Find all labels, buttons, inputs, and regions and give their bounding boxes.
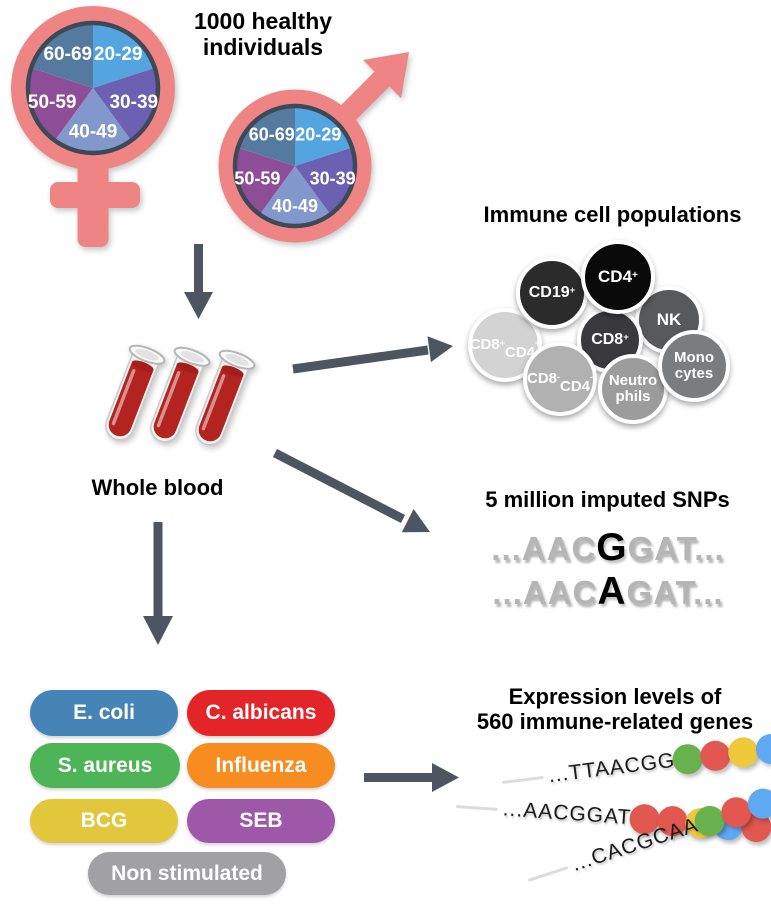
blue-expression-dot (754, 732, 771, 766)
stimulus-pill-non-stimulated: Non stimulated (88, 852, 286, 895)
pie-slice-60-69 (31, 23, 93, 88)
pie-slice-50-59 (28, 67, 93, 141)
diagram-title-line2: individuals (202, 34, 324, 61)
snp-seq2-left: ...AAC (492, 574, 598, 611)
stimulus-pill-e-coli: E. coli (30, 690, 178, 736)
snp-sequence-2: ...AACAGAT... (443, 570, 771, 614)
pie-slice-30-39 (93, 67, 158, 141)
blood-tube (105, 344, 166, 441)
cell-cd4: CD4 + (581, 240, 655, 314)
gene-sequence: ...TTAACGG (547, 748, 677, 788)
female-symbol: 20-29 30-39 40-49 50-59 60-69 (11, 6, 175, 247)
expression-title-line2: 560 immune-related genes (476, 709, 754, 735)
arrow-blood-to-stimuli (143, 522, 173, 645)
male-symbol-arrow-head (363, 52, 409, 98)
snp-seq2-variant: A (597, 570, 627, 613)
age-group-label: 30-39 (109, 92, 158, 113)
yellow-expression-dot (726, 735, 761, 770)
snp-seq2-right: GAT... (626, 574, 724, 611)
dna-strand-line (527, 865, 569, 882)
stimulus-pill-s-aureus: S. aureus (30, 743, 180, 788)
pie-slice-40-49 (259, 166, 331, 226)
age-group-label: 20-29 (94, 44, 143, 65)
gene-sequence: ...AACGGAT (502, 797, 633, 830)
pie-slice-20-29 (295, 106, 353, 166)
stimulus-pill-seb: SEB (187, 799, 335, 843)
pie-border (232, 103, 358, 229)
arrow-stimuli-to-expression (364, 763, 459, 792)
blood-tubes (105, 344, 256, 446)
arrow-individuals-to-blood (184, 244, 213, 319)
snp-sequence-1: ...AACGGAT... (443, 526, 771, 570)
male-age-pie: 20-29 30-39 40-49 50-59 60-69 (232, 103, 358, 229)
immune-section-title: Immune cell populations (483, 202, 742, 227)
age-group-label: 40-49 (272, 196, 318, 216)
age-group-label: 50-59 (28, 92, 77, 113)
red-expression-dot (699, 739, 733, 773)
age-group-label: 30-39 (310, 169, 356, 189)
pie-slice-20-29 (93, 23, 155, 88)
dna-strand-line (501, 775, 544, 784)
whole-blood-label: Whole blood (91, 475, 224, 500)
snp-section-title: 5 million imputed SNPs (485, 487, 730, 512)
cell-neutro-phils: Neutro phils (598, 354, 668, 424)
stimulus-pill-influenza: Influenza (187, 743, 335, 788)
dna-strand-line (455, 804, 499, 811)
stimulus-pill-c-albicans: C. albicans (187, 690, 335, 736)
expression-section-title: Expression levels of 560 immune-related … (460, 684, 770, 735)
pie-slice-30-39 (295, 147, 355, 215)
age-group-label: 60-69 (43, 44, 92, 65)
cell-mono-cytes: Mono cytes (658, 330, 730, 402)
diagram-title: 1000 healthy individuals (183, 8, 343, 61)
cell-cd19: CD19 + (516, 257, 588, 329)
expression-title-line1: Expression levels of (508, 684, 722, 709)
snp-seq1-variant: G (596, 526, 628, 569)
gene-row-1: ...TTAACGG (500, 728, 771, 798)
age-group-label: 20-29 (295, 124, 341, 144)
pie-border (25, 20, 161, 156)
diagram-title-line1: 1000 healthy (193, 8, 333, 34)
arrow-blood-to-snps (272, 449, 430, 533)
pie-slice-40-49 (54, 88, 132, 153)
arrow-blood-to-cells (292, 336, 453, 374)
cell-cd8--cd4-: CD8- CD4- (523, 342, 597, 416)
snp-seq1-left: ...AAC (491, 530, 597, 567)
blood-tube (195, 349, 256, 446)
age-group-label: 50-59 (234, 169, 280, 189)
female-age-pie: 20-29 30-39 40-49 50-59 60-69 (25, 20, 161, 156)
female-symbol-crossbar (50, 182, 140, 208)
pie-slice-50-59 (235, 147, 295, 215)
snp-seq1-right: GAT... (627, 530, 725, 567)
stimulus-pill-bcg: BCG (30, 799, 178, 843)
age-group-label: 60-69 (249, 124, 295, 144)
male-symbol: 20-29 30-39 40-49 50-59 60-69 (218, 52, 409, 243)
pie-slice-60-69 (237, 106, 295, 166)
blood-tube (150, 346, 211, 443)
age-group-label: 40-49 (69, 122, 118, 143)
